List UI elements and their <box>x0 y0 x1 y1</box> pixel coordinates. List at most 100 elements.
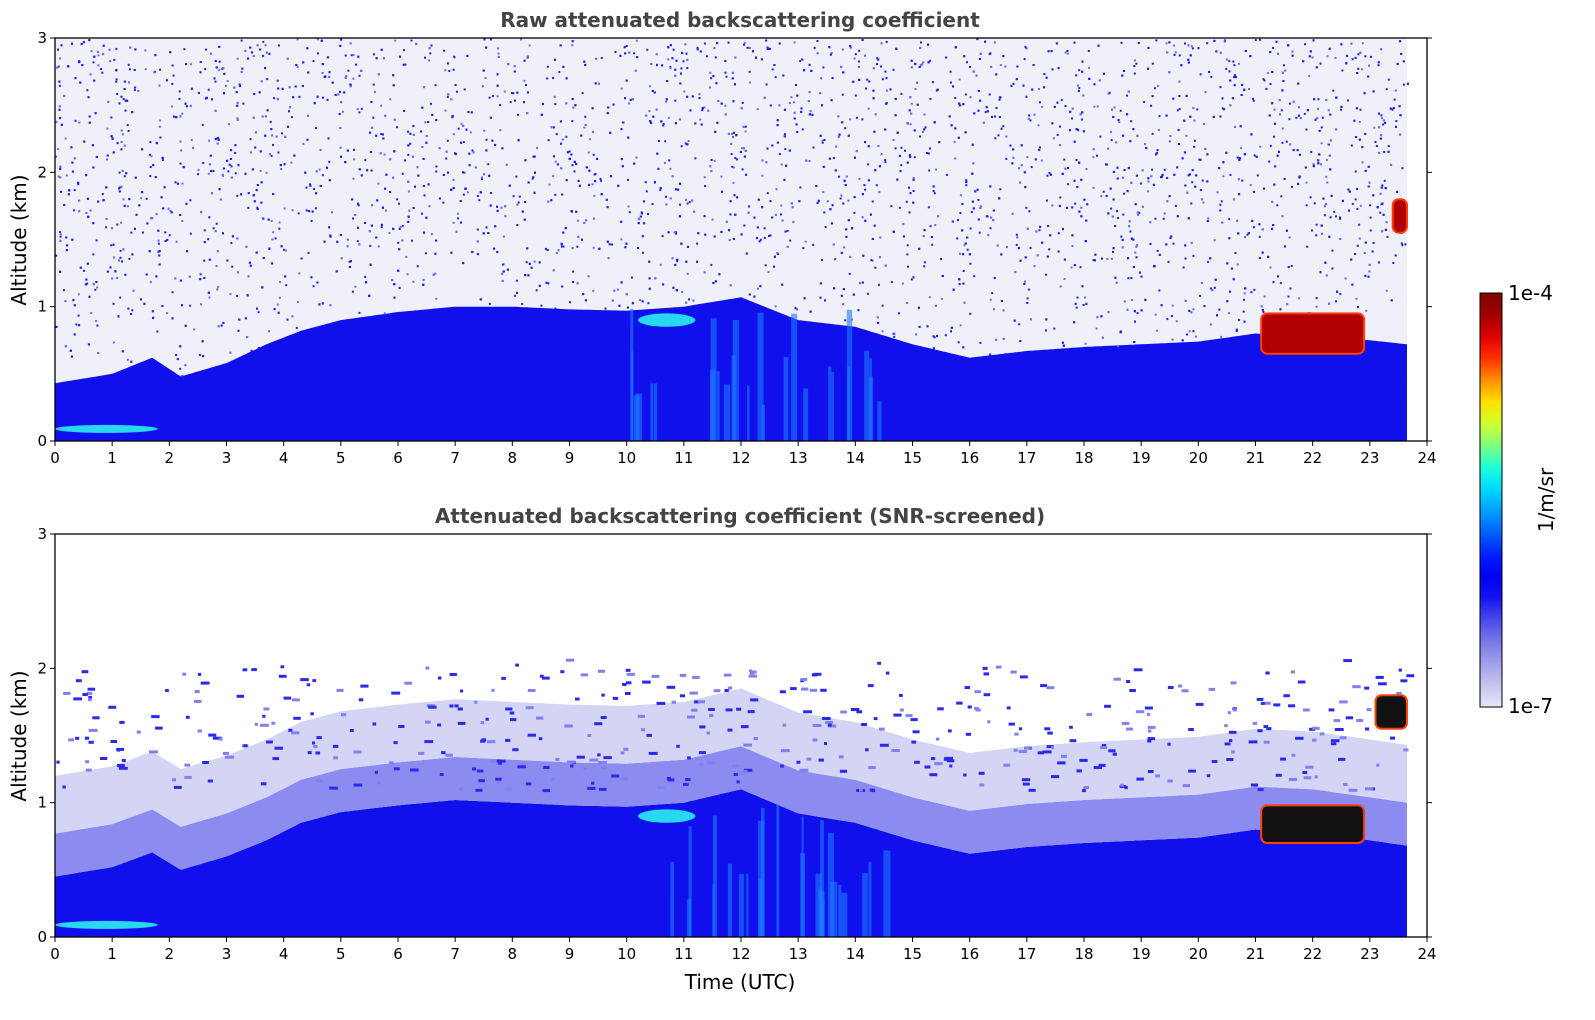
noise-speck <box>77 181 80 184</box>
noise-speck <box>847 134 850 137</box>
noise-speck <box>867 179 870 182</box>
noise-speck <box>1358 223 1361 226</box>
noise-speck <box>1121 74 1124 77</box>
noise-speck <box>123 144 126 147</box>
noise-speck <box>743 147 745 150</box>
noise-speck <box>88 121 91 124</box>
noise-speck <box>1280 109 1283 112</box>
noise-speck <box>513 65 516 68</box>
noise-speck <box>178 90 181 93</box>
noise-speck <box>546 65 549 68</box>
noise-speck <box>291 209 294 212</box>
noise-speck <box>554 103 557 106</box>
noise-speck <box>515 279 518 282</box>
noise-speck <box>274 237 277 240</box>
noise-speck <box>926 152 929 154</box>
noise-speck <box>686 58 689 61</box>
noise-speck <box>59 165 62 168</box>
noise-speck <box>608 243 611 246</box>
noise-speck <box>420 130 422 133</box>
noise-speck <box>624 246 627 249</box>
noise-speck <box>396 198 399 201</box>
noise-speck <box>497 47 500 50</box>
noise-speck <box>1273 108 1276 111</box>
noise-speck <box>553 155 555 158</box>
noise-speck <box>249 46 252 49</box>
noise-speck <box>799 186 802 189</box>
noise-speck <box>940 297 943 300</box>
noise-speck <box>336 688 344 692</box>
x-tick-label: 18 <box>1074 449 1093 467</box>
noise-speck <box>237 164 240 167</box>
noise-speck <box>1123 192 1126 195</box>
noise-speck <box>1401 244 1404 247</box>
noise-speck <box>1240 94 1243 96</box>
noise-speck <box>1269 51 1272 54</box>
noise-speck <box>1356 72 1359 74</box>
noise-speck <box>1210 75 1213 78</box>
noise-speck <box>1166 51 1169 54</box>
noise-speck <box>756 226 759 229</box>
noise-speck <box>1000 253 1003 256</box>
noise-speck <box>895 47 898 50</box>
noise-speck <box>803 297 806 300</box>
noise-speck <box>892 68 895 71</box>
noise-speck <box>669 167 672 170</box>
noise-speck <box>1354 253 1357 255</box>
noise-speck <box>1384 187 1387 190</box>
noise-speck <box>230 242 233 244</box>
noise-speck <box>246 294 249 297</box>
noise-speck <box>571 40 574 43</box>
noise-speck <box>691 199 694 202</box>
noise-speck <box>732 100 735 103</box>
noise-speck <box>313 102 316 105</box>
noise-speck <box>134 86 137 89</box>
noise-speck <box>667 46 670 49</box>
noise-speck <box>724 60 727 62</box>
noise-speck <box>761 159 764 162</box>
noise-speck <box>1085 168 1088 170</box>
noise-speck <box>906 244 909 247</box>
noise-speck <box>1341 199 1344 202</box>
noise-speck <box>197 173 199 176</box>
noise-speck <box>565 77 568 80</box>
noise-speck <box>1189 54 1192 57</box>
noise-speck <box>252 55 255 57</box>
noise-speck <box>92 283 95 286</box>
noise-speck <box>88 115 91 118</box>
noise-speck <box>527 274 530 277</box>
noise-speck <box>203 241 206 244</box>
noise-speck <box>845 228 848 231</box>
noise-speck <box>674 74 677 77</box>
noise-speck <box>646 733 652 737</box>
noise-speck <box>620 128 623 131</box>
noise-speck <box>58 84 61 87</box>
noise-speck <box>429 52 432 55</box>
noise-speck <box>1381 230 1384 233</box>
noise-speck <box>1158 253 1161 256</box>
noise-speck <box>1199 189 1202 191</box>
noise-speck <box>1222 175 1225 178</box>
noise-speck <box>866 292 869 295</box>
noise-speck <box>707 109 710 112</box>
noise-speck <box>220 324 223 327</box>
noise-speck <box>445 150 448 153</box>
noise-speck <box>1190 202 1193 205</box>
noise-speck <box>880 65 882 68</box>
noise-speck <box>256 44 259 47</box>
noise-speck <box>431 113 434 116</box>
noise-speck <box>854 94 857 97</box>
noise-speck <box>623 46 626 49</box>
noise-speck <box>168 234 171 237</box>
noise-speck <box>996 244 999 247</box>
noise-speck <box>504 215 507 218</box>
noise-speck <box>573 160 576 163</box>
noise-speck <box>491 139 494 142</box>
noise-speck <box>223 92 225 95</box>
noise-speck <box>1369 229 1372 232</box>
noise-speck <box>1173 53 1176 56</box>
noise-speck <box>963 55 966 58</box>
noise-speck <box>179 214 182 216</box>
noise-speck <box>158 250 161 253</box>
noise-speck <box>125 172 128 175</box>
